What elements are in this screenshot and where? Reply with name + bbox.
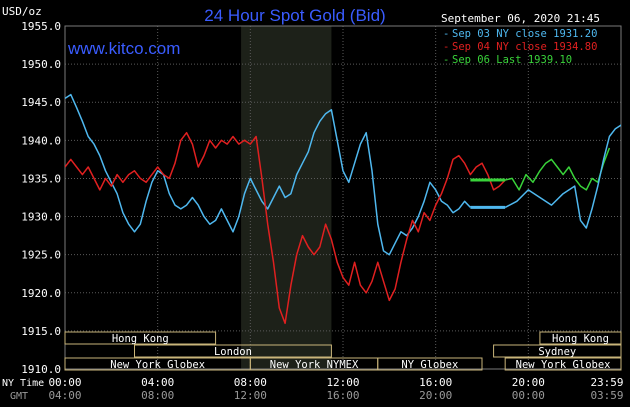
x-tick-label-gmt: 08:00 — [141, 389, 174, 402]
unit-label: USD/oz — [2, 5, 42, 18]
series-line-3 — [504, 124, 621, 229]
legend-item-sep06: Sep 06 Last 1939.10 — [452, 54, 572, 66]
x-tick-label-gmt: 04:00 — [48, 389, 81, 402]
y-tick-label: 1935.0 — [21, 172, 61, 185]
y-tick-label: 1930.0 — [21, 211, 61, 224]
series-line-0 — [65, 93, 471, 256]
session-bar — [134, 344, 332, 358]
x-tick-label-gmt: 20:00 — [419, 389, 452, 402]
x-tick-label-gmt: 03:59 — [590, 389, 623, 402]
session-bar-label: NY Globex — [401, 359, 458, 371]
session-bar — [539, 331, 622, 345]
y-tick-label: 1925.0 — [21, 249, 61, 262]
y-tick-label: 1920.0 — [21, 287, 61, 300]
y-tick-label: 1940.0 — [21, 134, 61, 147]
legend-bullet: - — [443, 54, 449, 66]
x-tick-label-gmt: 12:00 — [234, 389, 267, 402]
x-tick-label-ny: 12:00 — [326, 376, 359, 389]
session-bar — [377, 357, 483, 371]
series-line-1 — [65, 131, 506, 325]
session-bar-label: London — [214, 346, 252, 358]
session-bar — [493, 344, 622, 358]
legend-bullet: - — [443, 41, 449, 53]
session-bar-label: New York NYMEX — [270, 359, 359, 371]
text-layer: USD/oz 24 Hour Spot Gold (Bid) www.kitco… — [2, 5, 624, 402]
plot-frame — [64, 25, 622, 370]
session-bar-label: Hong Kong — [112, 333, 169, 345]
legend-bullet: - — [443, 28, 449, 40]
y-tick-label: 1910.0 — [21, 363, 61, 376]
x-tick-label-ny: 20:00 — [512, 376, 545, 389]
session-bar-label: Hong Kong — [552, 333, 609, 345]
y-tick-label: 1955.0 — [21, 20, 61, 33]
session-bar-label: New York Globex — [516, 359, 611, 371]
x-tick-label-ny: 16:00 — [419, 376, 452, 389]
legend-item-sep03: Sep 03 NY close 1931.20 — [452, 28, 597, 40]
series-layer — [65, 93, 621, 325]
x-axis-row-ny-label: NY Time — [2, 378, 44, 389]
y-tick-label: 1945.0 — [21, 96, 61, 109]
x-axis-row-gmt-label: GMT — [10, 391, 28, 402]
series-line-2 — [505, 147, 611, 191]
x-tick-label-gmt: 16:00 — [326, 389, 359, 402]
session-bar — [64, 331, 217, 345]
x-tick-label-ny: 04:00 — [141, 376, 174, 389]
watermark: www.kitco.com — [67, 39, 180, 58]
grid-layer — [64, 25, 622, 370]
date-label: September 06, 2020 21:45 — [441, 12, 600, 25]
x-tick-label-ny: 00:00 — [48, 376, 81, 389]
x-tick-label-gmt: 00:00 — [512, 389, 545, 402]
chart-title: 24 Hour Spot Gold (Bid) — [204, 6, 385, 25]
y-tick-label: 1950.0 — [21, 58, 61, 71]
y-tick-label: 1915.0 — [21, 325, 61, 338]
x-tick-label-ny: 08:00 — [234, 376, 267, 389]
legend-item-sep04: Sep 04 NY close 1934.80 — [452, 41, 597, 53]
session-bar-label: New York Globex — [110, 359, 205, 371]
session-bar-label: Sydney — [538, 346, 576, 358]
session-bar — [504, 357, 622, 371]
x-tick-label-ny: 23:59 — [590, 376, 623, 389]
